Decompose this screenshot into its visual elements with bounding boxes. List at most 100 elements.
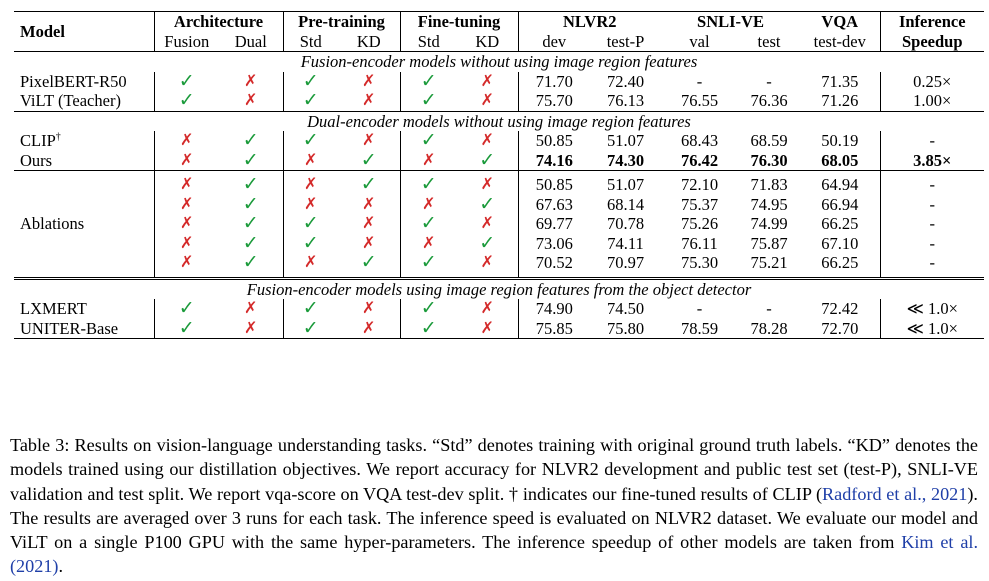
table-row: CLIP† ✗ ✓ ✓ ✗ ✓ ✗ 50.85 51.07 68.43 68.5… [14, 131, 984, 151]
cell-value: 72.42 [821, 299, 859, 318]
cell-value: 71.35 [821, 71, 859, 91]
col-snli-test: test [738, 31, 800, 52]
cell-speedup: - [879, 131, 984, 151]
check-icon: ✓ [282, 71, 338, 91]
section-fusion-region: Fusion-encoder models using image region… [14, 278, 984, 299]
check-icon: ✓ [399, 131, 457, 151]
table-row: Ours ✗ ✓ ✗ ✓ ✗ ✓ 74.16 74.30 76.42 76.30… [14, 150, 984, 171]
check-icon: ✓ [282, 233, 338, 253]
table-row: UNITER-Base ✓ ✗ ✓ ✗ ✓ ✗ 75.85 75.80 78.5… [14, 318, 984, 339]
cell-value: 76.42 [661, 150, 738, 171]
spacer [14, 170, 984, 175]
citation-link[interactable]: Kim et al. (2021) [10, 532, 978, 577]
cross-icon: ✗ [153, 175, 219, 195]
col-pre-std: Std [282, 31, 338, 52]
cell-value: 74.95 [750, 194, 788, 214]
check-icon: ✓ [153, 299, 219, 319]
cross-icon: ✗ [480, 215, 494, 232]
check-icon: ✓ [153, 91, 219, 112]
cell-value: 74.99 [750, 214, 788, 233]
caption-text: . [58, 556, 64, 577]
cell-value: 69.77 [517, 214, 590, 234]
header-row-sub: Fusion Dual Std KD Std KD dev test-P val… [14, 31, 984, 52]
col-pretraining: Pre-training [282, 11, 400, 32]
col-model: Model [14, 11, 154, 52]
results-table: Model Architecture Pre-training Fine-tun… [14, 11, 984, 339]
table-row: LXMERT ✓ ✗ ✓ ✗ ✓ ✗ 74.90 74.50 - - 72.42… [14, 299, 984, 319]
check-icon: ✓ [399, 318, 457, 339]
cross-icon: ✗ [153, 150, 219, 171]
cross-icon: ✗ [244, 72, 258, 90]
cross-icon: ✗ [153, 194, 219, 214]
citation-link[interactable]: Radford et al., 2021 [822, 483, 968, 504]
cell-value: 76.11 [681, 233, 718, 253]
cell-value: 75.30 [680, 253, 719, 272]
row-model: ViLT (Teacher) [14, 91, 154, 112]
cell-value: - [696, 71, 703, 91]
cell-speedup: - [879, 233, 984, 253]
check-icon: ✓ [242, 174, 259, 195]
cross-icon: ✗ [399, 150, 457, 171]
cross-icon: ✗ [362, 215, 376, 232]
cell-value: 66.25 [821, 253, 859, 272]
cell-value: 72.70 [800, 318, 880, 339]
check-icon: ✓ [282, 91, 338, 112]
table-row: ViLT (Teacher) ✓ ✗ ✓ ✗ ✓ ✗ 75.70 76.13 7… [14, 91, 984, 112]
cell-value: - [766, 299, 772, 318]
cell-value: 78.28 [738, 318, 800, 339]
cell-value: 68.05 [800, 150, 880, 171]
cell-value: - [696, 299, 703, 318]
col-inference: Inference [879, 11, 984, 32]
cross-icon: ✗ [480, 300, 494, 317]
cell-value: 67.10 [821, 233, 859, 253]
col-dual: Dual [219, 31, 283, 52]
cell-value: 70.78 [606, 214, 645, 233]
cross-icon: ✗ [480, 254, 494, 271]
check-icon: ✓ [399, 71, 457, 91]
cell-speedup: ≪ 1.0× [879, 318, 984, 339]
caption-text: ). The results are averaged over 3 runs … [10, 483, 978, 552]
cell-value: 74.16 [517, 150, 590, 171]
cell-value: 70.97 [606, 253, 645, 272]
table-row: ✗ ✓ ✗ ✗ ✗ ✓ 67.63 68.14 75.37 74.95 66.9… [14, 193, 984, 215]
check-icon: ✓ [399, 175, 457, 195]
cell-value: 51.07 [606, 131, 645, 150]
cross-icon: ✗ [153, 253, 219, 273]
check-icon: ✓ [219, 150, 283, 171]
header-row-top: Model Architecture Pre-training Fine-tun… [14, 11, 984, 52]
cell-value: 71.26 [800, 91, 880, 112]
check-icon: ✓ [399, 214, 457, 234]
check-icon: ✓ [282, 299, 338, 319]
check-icon: ✓ [282, 318, 338, 339]
cell-value: 75.70 [517, 91, 590, 112]
section-title: Fusion-encoder models using image region… [246, 279, 752, 299]
cell-value: 72.10 [680, 175, 719, 194]
col-architecture: Architecture [153, 11, 283, 32]
col-finetuning: Fine-tuning [399, 11, 518, 32]
section-title: Dual-encoder models without using image … [307, 111, 691, 131]
section-title: Fusion-encoder models without using imag… [300, 52, 698, 71]
cell-speedup: - [879, 175, 984, 195]
cell-value: 76.36 [738, 91, 800, 112]
table-row: Ablations ✗ ✓ ✗ ✓ ✓ ✗ 50.85 51.07 72.10 … [14, 174, 984, 233]
caption-text: Table 3: Results on vision-language unde… [10, 435, 978, 504]
cell-value: 75.85 [517, 318, 590, 339]
cell-value: 75.80 [590, 318, 661, 339]
cell-value: 64.94 [821, 175, 859, 194]
row-model: LXMERT [20, 299, 87, 318]
dagger-mark: † [55, 131, 61, 143]
cross-icon: ✗ [457, 318, 518, 339]
cell-value: - [766, 71, 772, 91]
cross-icon: ✗ [362, 72, 376, 90]
ablations-label: Ablations [20, 214, 85, 233]
cross-icon: ✗ [399, 233, 457, 253]
cross-icon: ✗ [362, 195, 376, 213]
cross-icon: ✗ [282, 150, 338, 171]
cell-value: 70.52 [517, 253, 590, 273]
cell-speedup: 1.00× [879, 91, 984, 112]
check-icon: ✓ [479, 193, 496, 215]
cross-icon: ✗ [399, 194, 457, 214]
col-vqa-testdev: test-dev [800, 31, 880, 52]
table-row: PixelBERT-R50 ✓ ✗ ✓ ✗ ✓ ✗ 71.70 72.40 - … [14, 71, 984, 91]
